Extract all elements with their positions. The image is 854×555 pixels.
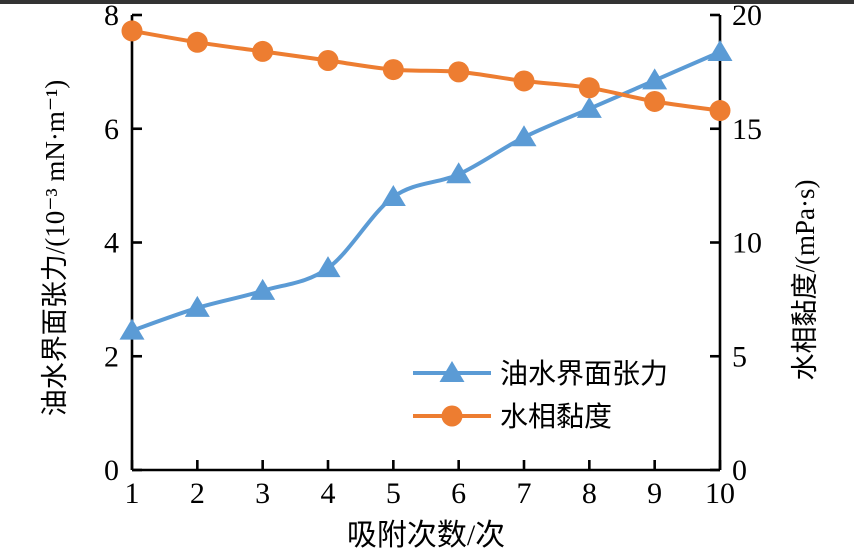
series-1-circle-marker (709, 100, 731, 122)
right-axis-tick-label: 5 (732, 340, 747, 373)
x-axis-tick-label: 7 (517, 477, 532, 510)
series-0-triangle-marker (315, 256, 341, 278)
series-1-circle-marker (121, 20, 143, 42)
left-axis-tick-label: 6 (104, 113, 119, 146)
legend-item-1: 水相黏度 (413, 401, 612, 433)
axes (130, 13, 722, 472)
legend-circle-marker (441, 405, 463, 427)
series-0-triangle-marker (446, 162, 472, 184)
right-axis-tick-label: 20 (732, 0, 762, 32)
top-border-line (0, 0, 854, 4)
right-axis-title: 水相黏度/(mPa·s) (790, 180, 820, 381)
left-axis-title: 油水界面张力/(10⁻³ mN·m⁻¹) (40, 80, 70, 416)
x-axis-tick-label: 6 (451, 477, 466, 510)
legend-item-0: 油水界面张力 (413, 358, 668, 390)
right-axis-tick-label: 10 (732, 227, 762, 260)
left-axis-tick-label: 2 (104, 340, 119, 373)
x-axis-tick-label: 5 (386, 477, 401, 510)
series-0-triangle-marker (250, 278, 276, 300)
right-axis-tick-label: 0 (732, 454, 747, 487)
x-axis-tick-label: 9 (647, 477, 662, 510)
legend-triangle-marker (439, 361, 465, 382)
series-0-triangle-marker (119, 318, 145, 340)
series-1-line (130, 28, 722, 113)
series-0-triangle-marker (184, 295, 210, 317)
legend-label: 油水界面张力 (500, 358, 668, 390)
series-1-circle-marker (382, 59, 404, 81)
right-axis-tick-label: 15 (732, 113, 762, 146)
series-lines (119, 20, 733, 340)
x-axis-tick-label: 8 (582, 477, 597, 510)
x-axis-tick-label: 1 (125, 477, 140, 510)
series-0 (119, 39, 733, 340)
x-axis-tick-label: 4 (321, 477, 336, 510)
series-1-circle-marker (252, 40, 274, 62)
x-axis-tick-label: 10 (705, 477, 735, 510)
series-1 (121, 20, 731, 122)
series-0-line (130, 50, 722, 333)
series-0-triangle-marker (380, 185, 406, 206)
left-axis-tick-label: 4 (104, 227, 119, 260)
left-axis-tick-label: 0 (104, 454, 119, 487)
series-1-circle-marker (448, 61, 470, 83)
series-0-triangle-marker (511, 125, 537, 147)
left-axis-tick-label: 8 (104, 0, 119, 32)
x-axis-title: 吸附次数/次 (347, 519, 505, 552)
series-1-circle-marker (513, 70, 535, 92)
tick-labels: 0 2 4 6 8 0 5 10 15 20 1 2 3 4 5 6 7 8 9 10 (104, 0, 762, 510)
series-1-circle-marker (186, 31, 208, 53)
x-axis-tick-label: 2 (190, 477, 205, 510)
series-1-circle-marker (578, 77, 600, 99)
x-axis-tick-label: 3 (255, 477, 270, 510)
series-0-triangle-marker (642, 68, 668, 90)
legend-label: 水相黏度 (500, 401, 612, 433)
series-0-triangle-marker (576, 96, 602, 118)
series-0-triangle-marker (707, 39, 733, 61)
series-1-circle-marker (317, 50, 339, 71)
series-1-circle-marker (644, 90, 666, 112)
